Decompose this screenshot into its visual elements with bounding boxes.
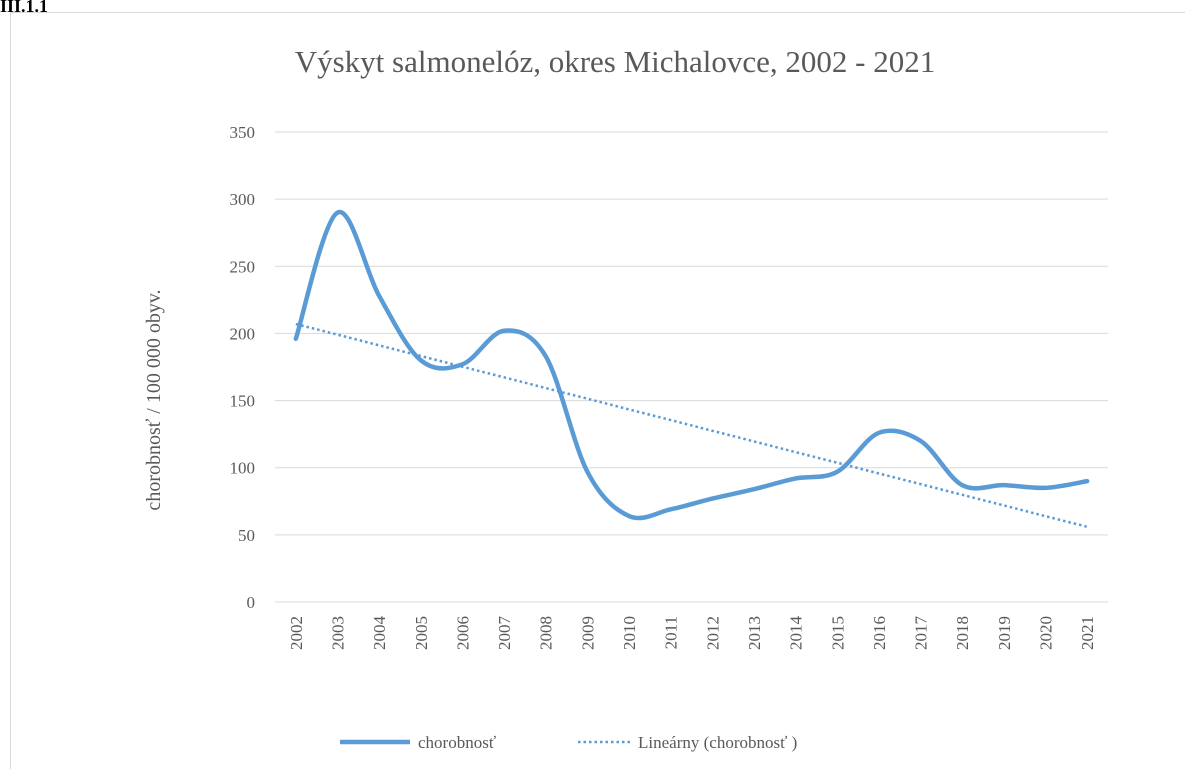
x-tick-label: 2004 bbox=[370, 616, 389, 651]
y-axis-label: chorobnosť / 100 000 obyv. bbox=[143, 289, 165, 510]
y-tick-label: 200 bbox=[230, 324, 256, 343]
x-tick-label: 2019 bbox=[995, 616, 1014, 650]
x-tick-label: 2009 bbox=[578, 616, 597, 650]
x-tick-label: 2017 bbox=[912, 616, 931, 651]
x-tick-label: 2021 bbox=[1078, 616, 1097, 650]
x-tick-label: 2018 bbox=[953, 616, 972, 650]
x-tick-label: 2005 bbox=[412, 616, 431, 650]
y-tick-label: 50 bbox=[238, 526, 255, 545]
data-line bbox=[293, 210, 1090, 521]
x-tick-label: 2014 bbox=[787, 616, 806, 651]
x-tick-label: 2002 bbox=[287, 616, 306, 650]
trend-line bbox=[295, 322, 1088, 529]
x-tick-label: 2016 bbox=[870, 616, 889, 650]
y-tick-label: 300 bbox=[230, 190, 256, 209]
x-tick-label: 2012 bbox=[703, 616, 722, 650]
legend-label: chorobnosť bbox=[418, 733, 496, 752]
y-tick-label: 350 bbox=[230, 123, 256, 142]
x-tick-label: 2015 bbox=[828, 616, 847, 650]
x-tick-label: 2007 bbox=[495, 616, 514, 651]
x-tick-label: 2020 bbox=[1037, 616, 1056, 650]
y-tick-label: 150 bbox=[230, 392, 256, 411]
chart-frame bbox=[10, 12, 1185, 769]
x-tick-label: 2008 bbox=[537, 616, 556, 650]
x-tick-label: 2006 bbox=[453, 616, 472, 650]
x-tick-label: 2003 bbox=[328, 616, 347, 650]
legend-label: Lineárny (chorobnosť ) bbox=[638, 733, 797, 752]
x-tick-label: 2010 bbox=[620, 616, 639, 650]
y-tick-label: 0 bbox=[247, 593, 256, 612]
heading: III.1.1 bbox=[0, 0, 48, 16]
y-tick-label: 250 bbox=[230, 257, 256, 276]
chart-title: Výskyt salmonelóz, okres Michalovce, 200… bbox=[295, 44, 936, 79]
x-tick-label: 2011 bbox=[662, 616, 681, 649]
y-tick-label: 100 bbox=[230, 459, 256, 478]
x-tick-label: 2013 bbox=[745, 616, 764, 650]
